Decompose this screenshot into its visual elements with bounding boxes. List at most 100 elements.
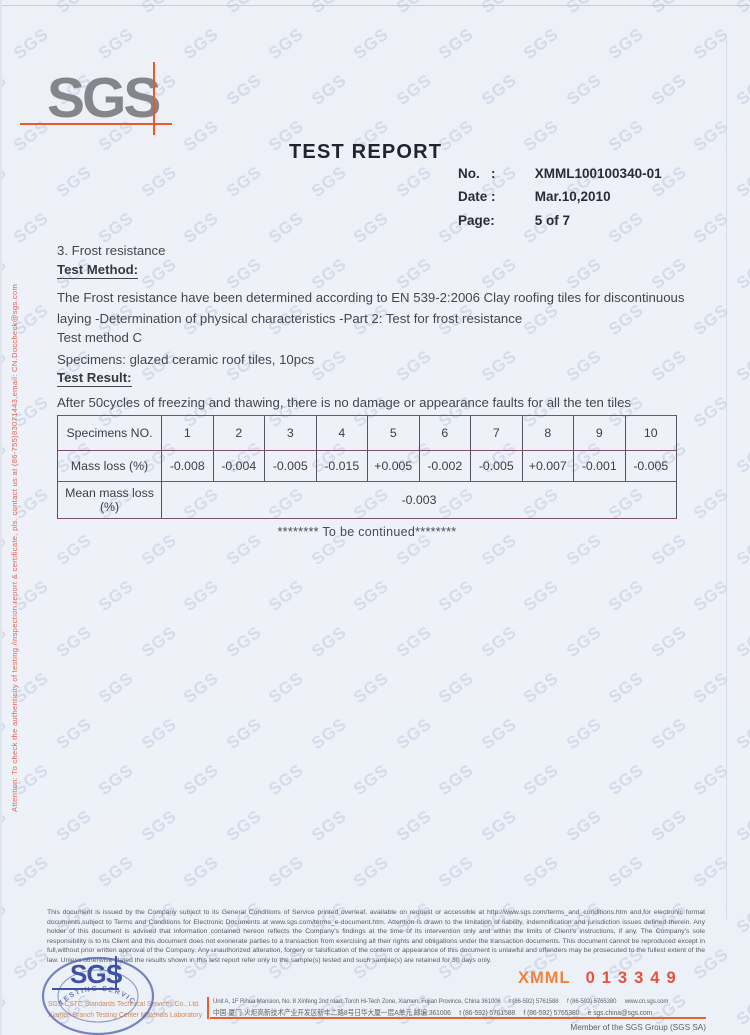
watermark-sgs-text: SGS xyxy=(179,760,223,800)
watermark-sgs-text: SGS xyxy=(732,346,750,386)
report-number-label: No. : xyxy=(458,166,496,181)
sgs-group-member-line: Member of the SGS Group (SGS SA) xyxy=(570,1023,706,1032)
specimens-header-cell: Specimens NO. xyxy=(57,415,162,451)
report-number-value: XMML100100340-01 xyxy=(534,166,662,181)
specimen-number-cell: 2 xyxy=(212,415,265,451)
watermark-sgs-text: SGS xyxy=(307,806,351,846)
report-page-value: 5 of 7 xyxy=(534,212,571,228)
watermark-sgs-text: SGS xyxy=(349,24,393,64)
watermark-sgs-text: SGS xyxy=(307,622,351,662)
watermark-sgs-text: SGS xyxy=(647,622,691,662)
table-row-mass-loss: Mass loss (%) -0.008 -0.004 -0.005 -0.015 +0… xyxy=(57,450,677,482)
watermark-sgs-text: SGS xyxy=(179,116,223,156)
mean-mass-label-cell: Mean mass loss (%) xyxy=(57,481,162,519)
address-cn: 中国·厦门·火炬高新技术产业开发区新丰二路8号日华大厦一层A单元 邮编:3610… xyxy=(213,1007,451,1017)
watermark-sgs-text: SGS xyxy=(9,852,53,892)
scan-edge-right xyxy=(726,40,727,920)
watermark-sgs-text: SGS xyxy=(732,70,750,110)
watermark-sgs-text: SGS xyxy=(477,714,521,754)
company-stamp: TESTING SERVICES xyxy=(40,956,155,1035)
specimen-number-cell: 4 xyxy=(315,415,368,451)
watermark-sgs-text: SGS xyxy=(434,576,478,616)
footer-address-block: Unit A, 1F Rihua Mansion, No. 8 Xinfeng … xyxy=(213,997,692,1018)
watermark-sgs-text: SGS xyxy=(519,24,563,64)
stamp-text: TESTING SERVICES xyxy=(40,956,135,1007)
watermark-sgs-text: SGS xyxy=(647,714,691,754)
serial-prefix: XMML xyxy=(518,969,571,987)
mass-loss-value-cell: -0.005 xyxy=(470,450,523,482)
watermark-sgs-text: SGS xyxy=(477,806,521,846)
mass-loss-value-cell: -0.004 xyxy=(212,450,265,482)
authenticity-side-note: Attention: To check the authenticity of … xyxy=(10,283,19,812)
footer-sgs-logo: SGS xyxy=(70,959,123,989)
mass-loss-value-cell: -0.002 xyxy=(418,450,471,482)
specimen-number-cell: 3 xyxy=(264,415,317,451)
watermark-sgs-text: SGS xyxy=(562,806,606,846)
sgs-logo: SGS xyxy=(47,66,161,130)
address-line-en: Unit A, 1F Rihua Mansion, No. 8 Xinfeng … xyxy=(213,997,692,1008)
watermark-sgs-text: SGS xyxy=(94,208,138,248)
watermark-sgs-text: SGS xyxy=(519,852,563,892)
watermark-sgs-text: SGS xyxy=(264,208,308,248)
watermark-sgs-text: SGS xyxy=(94,668,138,708)
watermark-sgs-text: SGS xyxy=(307,162,351,202)
watermark-sgs-text: SGS xyxy=(53,0,96,18)
watermark-sgs-text: SGS xyxy=(434,24,478,64)
mass-loss-value-cell: -0.005 xyxy=(624,450,677,482)
report-date-label: Date : xyxy=(458,189,496,205)
watermark-sgs-text: SGS xyxy=(604,760,648,800)
watermark-sgs-text: SGS xyxy=(94,576,138,616)
report-title: TEST REPORT xyxy=(289,141,443,163)
report-serial-number: XMML 013349 xyxy=(518,969,683,988)
watermark-sgs-text: SGS xyxy=(138,0,181,18)
watermark-sgs-text: SGS xyxy=(562,70,606,110)
email-link: e sgs.china@sgs.com xyxy=(587,1007,653,1017)
watermark-sgs-text: SGS xyxy=(604,24,648,64)
specimen-number-cell: 8 xyxy=(521,415,574,451)
watermark-sgs-text: SGS xyxy=(519,760,563,800)
watermark-sgs-text: SGS xyxy=(392,622,436,662)
watermark-sgs-text: SGS xyxy=(264,24,308,64)
specimens-line: Specimens: glazed ceramic roof tiles, 10… xyxy=(57,352,315,367)
test-result-heading: Test Result: xyxy=(57,370,132,387)
specimen-number-cell: 5 xyxy=(367,415,420,451)
watermark-sgs-text: SGS xyxy=(137,162,181,202)
watermark-sgs-text: SGS xyxy=(222,806,266,846)
watermark-sgs-text: SGS xyxy=(94,760,138,800)
specimen-number-cell: 7 xyxy=(470,415,523,451)
mass-loss-value-cell: +0.005 xyxy=(367,450,420,482)
watermark-sgs-text: SGS xyxy=(222,622,266,662)
specimen-number-cell: 10 xyxy=(624,415,677,451)
watermark-sgs-text: SGS xyxy=(179,576,223,616)
watermark-sgs-text: SGS xyxy=(349,208,393,248)
watermark-sgs-text: SGS xyxy=(349,668,393,708)
to-be-continued-line: ******** To be continued******** xyxy=(277,525,457,539)
watermark-sgs-text: SGS xyxy=(648,0,691,18)
scan-edge-left xyxy=(0,0,2,1035)
watermark-sgs-text: SGS xyxy=(733,0,750,18)
company-name-line1: SGS-CSTC Standards Technical Services Co… xyxy=(48,1001,200,1008)
watermark-sgs-text: SGS xyxy=(604,668,648,708)
watermark-sgs-text: SGS xyxy=(308,0,351,18)
watermark-sgs-text: SGS xyxy=(52,806,96,846)
test-method-variant: Test method C xyxy=(57,330,143,345)
logo-crosshair-horizontal xyxy=(20,123,172,125)
telephone-2: t (86-592) 5761588 xyxy=(459,1007,516,1017)
watermark-sgs-text: SGS xyxy=(732,530,750,570)
watermark-sgs-text: SGS xyxy=(732,990,750,1030)
logo-crosshair-vertical xyxy=(153,62,155,135)
watermark-sgs-text: SGS xyxy=(434,668,478,708)
watermark-sgs-text: SGS xyxy=(647,806,691,846)
mass-loss-value-cell: +0.007 xyxy=(521,450,574,482)
fax-1: f (86-592) 5765380 xyxy=(567,998,617,1005)
watermark-sgs-text: SGS xyxy=(477,70,521,110)
watermark-sgs-text: SGS xyxy=(9,24,53,64)
watermark-sgs-text: SGS xyxy=(264,668,308,708)
watermark-sgs-text: SGS xyxy=(519,116,563,156)
watermark-sgs-text: SGS xyxy=(604,116,648,156)
watermark-sgs-text: SGS xyxy=(732,438,750,478)
specimen-number-cell: 1 xyxy=(161,415,214,451)
watermark-sgs-text: SGS xyxy=(94,24,138,64)
watermark-sgs-text: SGS xyxy=(349,760,393,800)
watermark-sgs-text: SGS xyxy=(604,576,648,616)
